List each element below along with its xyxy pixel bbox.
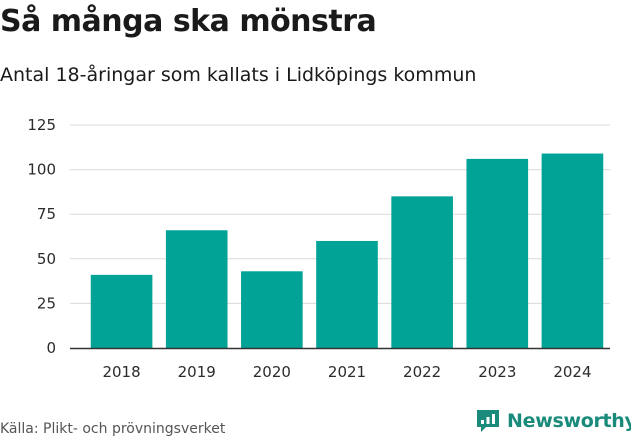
- bars: [90, 153, 604, 348]
- x-tick-label-2021: 2021: [328, 363, 366, 381]
- y-axis-ticks: 0 25 50 75 100 125: [27, 116, 56, 357]
- x-tick-label-2018: 2018: [102, 363, 140, 381]
- y-tick-label-25: 25: [37, 294, 56, 312]
- x-axis-ticks: 2018 2019 2020 2021 2022 2023 2024: [102, 363, 591, 381]
- source-note: Källa: Plikt- och prövningsverket: [0, 421, 226, 437]
- x-tick-label-2023: 2023: [478, 363, 516, 381]
- bar-2021: [316, 240, 378, 348]
- brand-logo: Newsworthy: [475, 408, 631, 434]
- x-tick-label-2022: 2022: [403, 363, 441, 381]
- x-tick-label-2019: 2019: [178, 363, 216, 381]
- chart-title: Så många ska mönstra: [0, 4, 377, 39]
- y-tick-label-75: 75: [37, 205, 56, 223]
- bar-2022: [391, 196, 453, 348]
- brand-name: Newsworthy: [507, 410, 631, 432]
- bar-2020: [241, 271, 303, 348]
- y-tick-label-125: 125: [27, 116, 56, 134]
- bar-2024: [541, 153, 604, 348]
- bar-2023: [466, 158, 529, 348]
- y-tick-label-100: 100: [27, 161, 56, 179]
- chart-subtitle: Antal 18-åringar som kallats i Lidköping…: [0, 64, 477, 86]
- bar-2018: [90, 274, 153, 348]
- bar-2019: [165, 230, 228, 348]
- newsworthy-logo-icon: [477, 410, 499, 432]
- x-tick-label-2020: 2020: [253, 363, 291, 381]
- y-tick-label-50: 50: [37, 250, 56, 268]
- x-tick-label-2024: 2024: [553, 363, 591, 381]
- y-tick-label-0: 0: [46, 339, 56, 357]
